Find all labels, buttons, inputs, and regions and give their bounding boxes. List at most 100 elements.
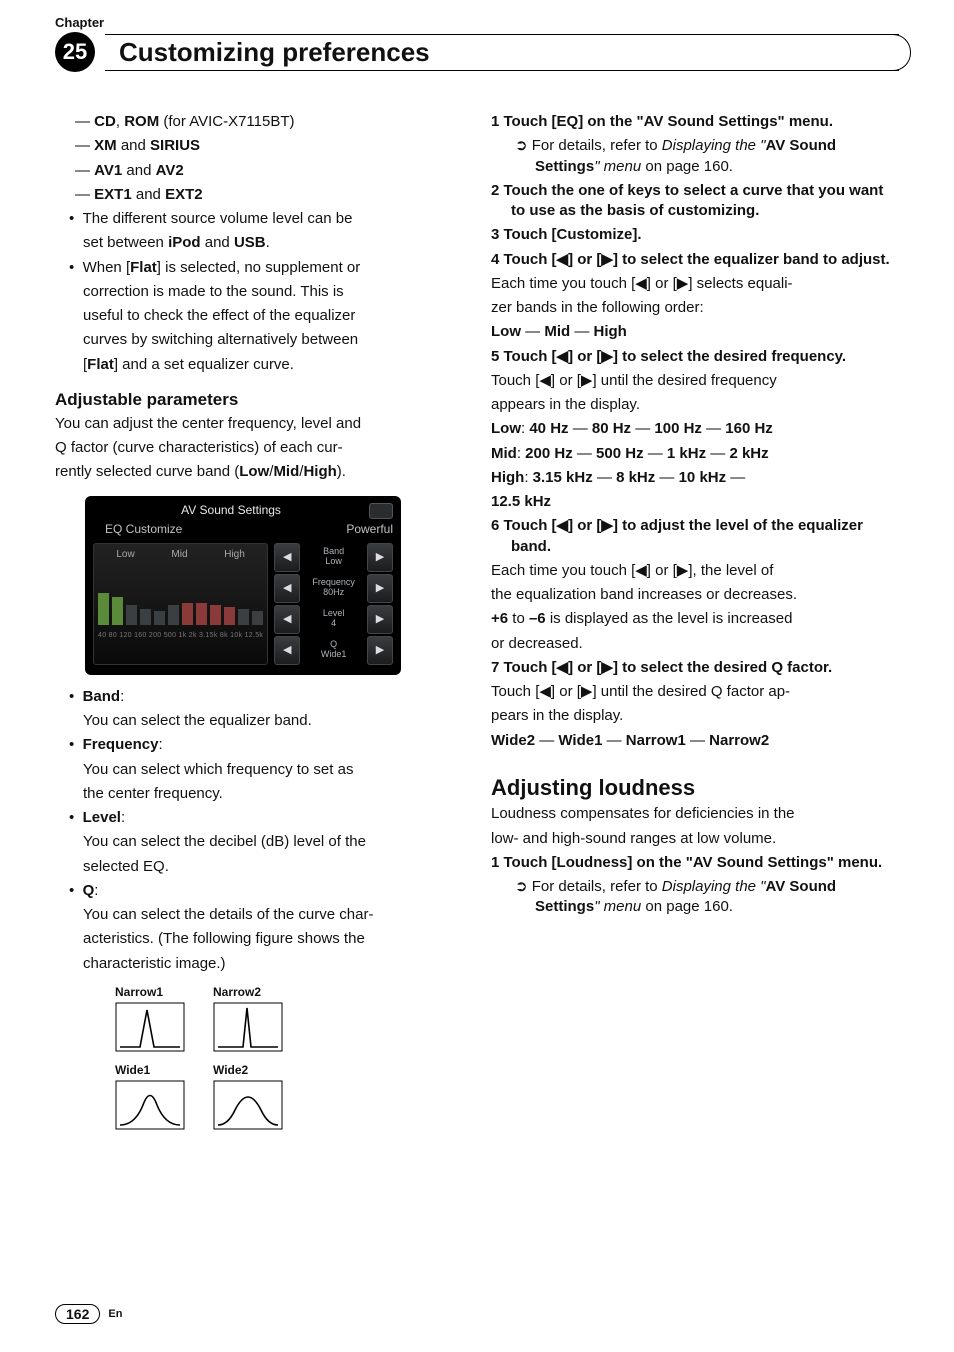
ctrl-label: QWide1 [302, 636, 365, 665]
dash-line: — XM and SIRIUS [55, 136, 463, 156]
page-title: Customizing preferences [105, 35, 899, 70]
eq-bar [196, 603, 207, 625]
q-cell: Narrow2 [213, 984, 293, 1056]
param-desc: You can select the details of the curve … [55, 905, 463, 925]
section-heading: Adjusting loudness [491, 773, 899, 803]
ctrl-row: ◀BandLow▶ [274, 543, 393, 572]
q-label: Narrow1 [115, 984, 195, 1000]
eq-bar [224, 607, 235, 625]
columns: — CD, ROM (for AVIC-X7115BT) — XM and SI… [55, 112, 899, 1135]
body-text: the equalization band increases or decre… [491, 585, 899, 605]
eq-bar [210, 605, 221, 625]
param-name: • Frequency: [55, 735, 463, 755]
eq-bar [98, 593, 109, 625]
eq-bar [140, 609, 151, 625]
wide2-icon [213, 1080, 283, 1130]
shot-title: AV Sound Settings [93, 502, 369, 518]
ctrl-label: Level4 [302, 605, 365, 634]
bullet-cont: curves by switching alternatively betwee… [55, 330, 463, 350]
eq-bar [238, 609, 249, 625]
step-heading: 1 Touch [EQ] on the "AV Sound Settings" … [491, 112, 899, 132]
cross-ref: ➲ For details, refer to Displaying the "… [491, 136, 899, 177]
lang-label: En [108, 1308, 122, 1320]
page-footer: 162 En [55, 1304, 122, 1324]
ctrl-row: ◀Level4▶ [274, 605, 393, 634]
body-text: Q factor (curve characteristics) of each… [55, 438, 463, 458]
body-text: Touch [◀] or [▶] until the desired Q fac… [491, 682, 899, 702]
freq-mid: Mid: 200 Hz — 500 Hz — 1 kHz — 2 kHz [491, 444, 899, 464]
dash-line: — EXT1 and EXT2 [55, 185, 463, 205]
step-heading: 3 Touch [Customize]. [491, 225, 899, 245]
body-text: Each time you touch [◀] or [▶], the leve… [491, 561, 899, 581]
chapter-label: Chapter [55, 15, 899, 30]
lmh-high: High [224, 548, 245, 562]
right-arrow-icon: ▶ [367, 543, 393, 572]
body-text: zer bands in the following order: [491, 298, 899, 318]
eq-bars [98, 567, 263, 625]
right-column: 1 Touch [EQ] on the "AV Sound Settings" … [491, 112, 899, 1135]
left-arrow-icon: ◀ [274, 636, 300, 665]
left-arrow-icon: ◀ [274, 543, 300, 572]
body-text: rently selected curve band (Low/Mid/High… [55, 462, 463, 482]
step-heading: 2 Touch the one of keys to select a curv… [491, 181, 899, 222]
shot-header: AV Sound Settings [93, 502, 393, 518]
body-text: Loudness compensates for deficiencies in… [491, 804, 899, 824]
lmh-low: Low [116, 548, 134, 562]
eq-bar [252, 611, 263, 625]
body-text: You can adjust the center frequency, lev… [55, 414, 463, 434]
param-desc: characteristic image.) [55, 954, 463, 974]
q-cell: Wide1 [115, 1062, 195, 1134]
ctrl-label: Frequency80Hz [302, 574, 365, 603]
ctrl-label: BandLow [302, 543, 365, 572]
sequence: Wide2 — Wide1 — Narrow1 — Narrow2 [491, 731, 899, 751]
left-column: — CD, ROM (for AVIC-X7115BT) — XM and SI… [55, 112, 463, 1135]
bullet-cont: [Flat] and a set equalizer curve. [55, 355, 463, 375]
step-heading: 1 Touch [Loudness] on the "AV Sound Sett… [491, 853, 899, 873]
eq-bar [168, 605, 179, 625]
shot-sub: EQ Customize Powerful [105, 521, 393, 537]
bullet-cont: correction is made to the sound. This is [55, 282, 463, 302]
dash-line: — CD, ROM (for AVIC-X7115BT) [55, 112, 463, 132]
step-heading: 5 Touch [◀] or [▶] to select the desired… [491, 347, 899, 367]
sequence: Low — Mid — High [491, 322, 899, 342]
eq-screenshot: AV Sound Settings EQ Customize Powerful … [85, 496, 401, 674]
ctrl-row: ◀QWide1▶ [274, 636, 393, 665]
dash-line: — AV1 and AV2 [55, 161, 463, 181]
eq-bar [126, 605, 137, 625]
body-text: pears in the display. [491, 706, 899, 726]
param-desc: You can select the decibel (dB) level of… [55, 832, 463, 852]
step-heading: 7 Touch [◀] or [▶] to select the desired… [491, 658, 899, 678]
q-label: Wide1 [115, 1062, 195, 1078]
left-arrow-icon: ◀ [274, 605, 300, 634]
back-icon [369, 503, 393, 519]
q-cell: Wide2 [213, 1062, 293, 1134]
wide1-icon [115, 1080, 185, 1130]
freq-high-2: 12.5 kHz [491, 492, 899, 512]
q-curve-grid: Narrow1 Narrow2 Wide1 Wide2 [115, 984, 463, 1135]
eq-controls: ◀BandLow▶◀Frequency80Hz▶◀Level4▶◀QWide1▶ [274, 543, 393, 665]
step-heading: 4 Touch [◀] or [▶] to select the equaliz… [491, 250, 899, 270]
subheading: Adjustable parameters [55, 389, 463, 412]
param-desc: the center frequency. [55, 784, 463, 804]
body-text: Each time you touch [◀] or [▶] selects e… [491, 274, 899, 294]
eq-bar [182, 603, 193, 625]
param-name: • Band: [55, 687, 463, 707]
body-text: +6 to –6 is displayed as the level is in… [491, 609, 899, 629]
q-cell: Narrow1 [115, 984, 195, 1056]
freq-low: Low: 40 Hz — 80 Hz — 100 Hz — 160 Hz [491, 419, 899, 439]
param-desc: selected EQ. [55, 857, 463, 877]
q-label: Wide2 [213, 1062, 293, 1078]
lmh-mid: Mid [171, 548, 187, 562]
header: 25 Customizing preferences [55, 32, 899, 72]
cross-ref: ➲ For details, refer to Displaying the "… [491, 877, 899, 918]
body-text: Touch [◀] or [▶] until the desired frequ… [491, 371, 899, 391]
body-text: low- and high-sound ranges at low volume… [491, 829, 899, 849]
param-desc: acteristics. (The following figure shows… [55, 929, 463, 949]
shot-sub-right: Powerful [346, 521, 393, 537]
q-label: Narrow2 [213, 984, 293, 1000]
right-arrow-icon: ▶ [367, 574, 393, 603]
param-name: • Q: [55, 881, 463, 901]
eq-bar [112, 597, 123, 625]
narrow1-icon [115, 1002, 185, 1052]
bullet: • When [Flat] is selected, no supplement… [55, 258, 463, 278]
